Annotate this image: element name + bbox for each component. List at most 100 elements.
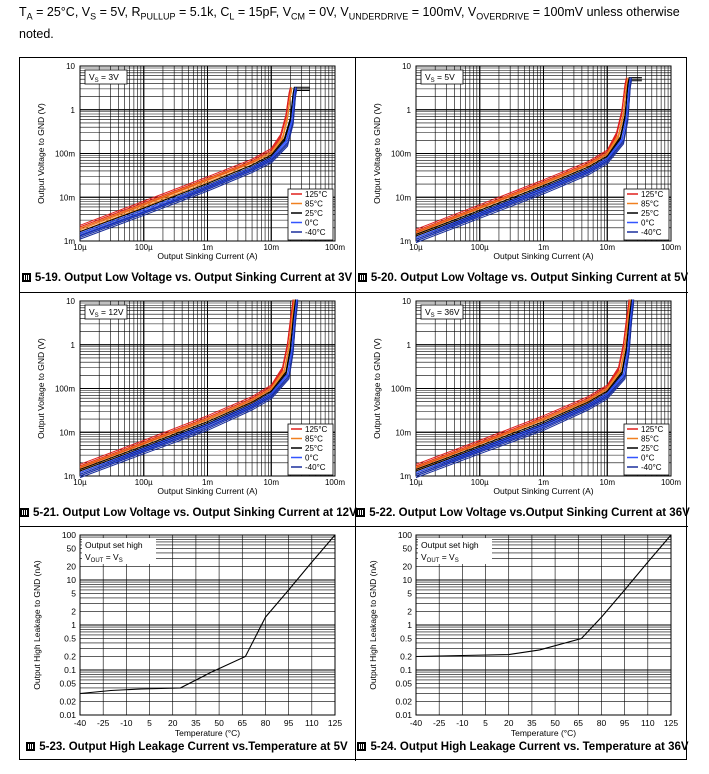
x-tick-label: 100µ bbox=[135, 478, 153, 487]
series-group bbox=[415, 77, 642, 244]
series-line bbox=[415, 534, 672, 658]
x-tick-label: 95 bbox=[620, 718, 630, 728]
legend-label: -40°C bbox=[641, 228, 662, 237]
annotation-sub2: S bbox=[119, 558, 123, 564]
annotation-v: V bbox=[425, 72, 431, 82]
legend-label: 25°C bbox=[305, 209, 323, 218]
legend-label: 85°C bbox=[641, 200, 659, 209]
x-tick-label: 10m bbox=[263, 243, 279, 252]
figure-icon bbox=[26, 742, 36, 751]
chart-svg: VS = 3V 125°C85°C25°C0°C-40°C 10 1 100m 10m 1m… bbox=[36, 62, 345, 261]
y-tick-label: 0.2 bbox=[400, 651, 412, 661]
x-tick-label: 125 bbox=[328, 718, 342, 728]
annotation-sub: S bbox=[431, 78, 435, 84]
x-tick-label: 100µ bbox=[471, 243, 489, 252]
plot-frame bbox=[79, 300, 336, 477]
y-tick-label: 100m bbox=[391, 150, 411, 159]
y-tick-label: 1m bbox=[64, 472, 75, 481]
annotation-text: VS = 36V bbox=[425, 307, 460, 319]
x-axis-label: Output Sinking Current (A) bbox=[157, 251, 257, 261]
y-tick-label: 0.05 bbox=[59, 679, 76, 689]
figure-caption: 5-22. Output Low Voltage vs.Output Sinki… bbox=[356, 507, 690, 519]
chart-svg: VS = 36V125°C85°C25°C0°C-40°C101100m10m1… bbox=[372, 297, 681, 496]
annotation-line-2: VOUT = VS bbox=[85, 552, 123, 564]
figure-title: Output Low Voltage vs. Output Sinking Cu… bbox=[62, 507, 357, 519]
x-tick-label: 50 bbox=[550, 718, 560, 728]
annotation-value: = 12V bbox=[99, 307, 124, 317]
figure-title: Output Low Voltage vs.Output Sinking Cur… bbox=[398, 507, 690, 519]
plot-frame bbox=[79, 65, 336, 242]
y-axis-label: Output Voltage to GND (V) bbox=[372, 338, 382, 439]
x-tick-label: 100m bbox=[325, 478, 345, 487]
x-tick-label: 10µ bbox=[73, 243, 87, 252]
y-tick-label: 10m bbox=[395, 428, 411, 437]
x-tick-label: 10µ bbox=[409, 243, 423, 252]
chart-svg: Output set high VOUT = VS 100 50 20 10 5 2 1 0.5 0… bbox=[368, 530, 678, 738]
series-36V bbox=[415, 534, 672, 658]
series-line bbox=[415, 79, 627, 232]
series-line bbox=[79, 299, 296, 470]
x-tick-labels: 10µ 100µ 1m 10m 100m bbox=[73, 478, 345, 487]
legend-label: 25°C bbox=[641, 444, 659, 453]
y-tick-label: 100m bbox=[55, 385, 75, 394]
x-tick-label: 10m bbox=[599, 243, 615, 252]
y-tick-labels: 100 50 20 10 5 2 1 0.5 0.2 0.1 0.05 0.02 0.01 bbox=[59, 530, 76, 720]
y-tick-label: 100m bbox=[391, 385, 411, 394]
y-tick-label: 10 bbox=[402, 297, 411, 306]
y-tick-label: 10m bbox=[395, 193, 411, 202]
x-axis-label: Output Sinking Current (A) bbox=[493, 251, 593, 261]
y-tick-label: 1 bbox=[407, 341, 412, 350]
legend-label: 25°C bbox=[305, 444, 323, 453]
figure-caption: 5-20. Output Low Voltage vs. Output Sink… bbox=[356, 272, 690, 284]
y-tick-label: 0.01 bbox=[395, 710, 412, 720]
series-group bbox=[79, 86, 310, 240]
series-0°C bbox=[415, 299, 634, 477]
annotation-sub: S bbox=[95, 313, 99, 319]
annotation-v: V bbox=[89, 72, 95, 82]
grid-divider-vertical bbox=[355, 58, 356, 761]
y-tick-label: 0.02 bbox=[395, 696, 412, 706]
figure-title: Output High Leakage Current vs. Temperat… bbox=[399, 741, 689, 753]
legend: 125°C85°C25°C0°C-40°C bbox=[287, 423, 334, 476]
x-tick-labels: 10µ 100µ 1m 10m 100m bbox=[409, 478, 681, 487]
chart-svg: VS = 12V125°C85°C25°C0°C-40°C101100m10m1… bbox=[36, 297, 345, 496]
series-line bbox=[415, 80, 627, 233]
annotation-box bbox=[420, 304, 464, 320]
conditions-line-1: TA = 25°C, VS = 5V, RPULLUP = 5.1k, CL =… bbox=[19, 5, 680, 22]
series-0°C bbox=[415, 77, 631, 242]
series-group bbox=[415, 534, 672, 658]
x-tick-label: 10m bbox=[599, 478, 615, 487]
x-tick-labels: -40 -25 -10 5 20 35 50 65 80 95 110 125 bbox=[74, 718, 343, 728]
x-tick-label: 20 bbox=[504, 718, 514, 728]
y-tick-labels: 10 1 100m 10m 1m bbox=[55, 297, 76, 481]
figure-icon bbox=[356, 508, 366, 517]
y-tick-label: 1 bbox=[407, 620, 412, 630]
chart-svg: VS = 5V 125°C85°C25°C0°C-40°C 10 1 100m 10m 1m… bbox=[372, 62, 681, 261]
y-axis-label: Output High Leakage to GND (nA) bbox=[368, 560, 378, 690]
y-tick-labels: 10 1 100m 10m 1m bbox=[391, 297, 412, 481]
series-line bbox=[415, 299, 631, 468]
y-tick-label: 100 bbox=[62, 530, 76, 540]
annotation-v: V bbox=[421, 552, 427, 562]
figure-5-24: Output set high VOUT = VS 100 50 20 10 5 2 1 0.5 0… bbox=[356, 527, 690, 761]
vs-annotation: VS = 5V bbox=[420, 69, 464, 85]
y-tick-label: 50 bbox=[403, 544, 413, 554]
legend-label: 0°C bbox=[641, 219, 655, 228]
vs-annotation: VS = 12V bbox=[84, 304, 128, 320]
plot-frame bbox=[79, 534, 336, 716]
x-tick-label: 125 bbox=[664, 718, 678, 728]
y-tick-label: 1 bbox=[71, 341, 76, 350]
legend: 125°C85°C25°C0°C-40°C bbox=[623, 188, 670, 241]
x-tick-label: 35 bbox=[191, 718, 201, 728]
x-tick-label: 5 bbox=[483, 718, 488, 728]
x-tick-label: 10m bbox=[263, 478, 279, 487]
x-tick-label: 1m bbox=[202, 478, 213, 487]
y-tick-label: 1 bbox=[71, 106, 76, 115]
x-tick-label: -10 bbox=[120, 718, 133, 728]
series-25°C bbox=[79, 299, 296, 474]
legend-label: 125°C bbox=[305, 190, 328, 199]
series-line bbox=[79, 87, 291, 226]
chart-svg: Output set high VOUT = VS 100 50 20 10 5 2 1 0.5 0… bbox=[32, 530, 343, 738]
legend-label: 85°C bbox=[305, 435, 323, 444]
series-line bbox=[79, 90, 298, 240]
